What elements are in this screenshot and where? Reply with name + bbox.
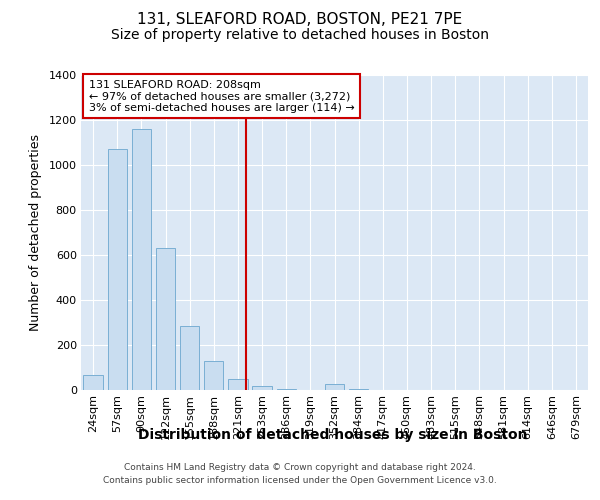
Text: Size of property relative to detached houses in Boston: Size of property relative to detached ho…: [111, 28, 489, 42]
Bar: [107, 149, 127, 390]
Text: 131, SLEAFORD ROAD, BOSTON, PE21 7PE: 131, SLEAFORD ROAD, BOSTON, PE21 7PE: [137, 12, 463, 28]
Bar: [132, 129, 151, 390]
Text: Contains HM Land Registry data © Crown copyright and database right 2024.: Contains HM Land Registry data © Crown c…: [124, 462, 476, 471]
Bar: [180, 326, 199, 390]
Bar: [349, 389, 368, 390]
Text: Distribution of detached houses by size in Boston: Distribution of detached houses by size …: [138, 428, 528, 442]
Bar: [325, 384, 344, 390]
Bar: [228, 379, 248, 390]
Bar: [277, 389, 296, 390]
Y-axis label: Number of detached properties: Number of detached properties: [29, 134, 42, 331]
Bar: [83, 376, 103, 390]
Text: Contains public sector information licensed under the Open Government Licence v3: Contains public sector information licen…: [103, 476, 497, 485]
Text: 131 SLEAFORD ROAD: 208sqm
← 97% of detached houses are smaller (3,272)
3% of sem: 131 SLEAFORD ROAD: 208sqm ← 97% of detac…: [89, 80, 355, 113]
Bar: [204, 361, 223, 390]
Bar: [253, 386, 272, 390]
Bar: [156, 248, 175, 390]
